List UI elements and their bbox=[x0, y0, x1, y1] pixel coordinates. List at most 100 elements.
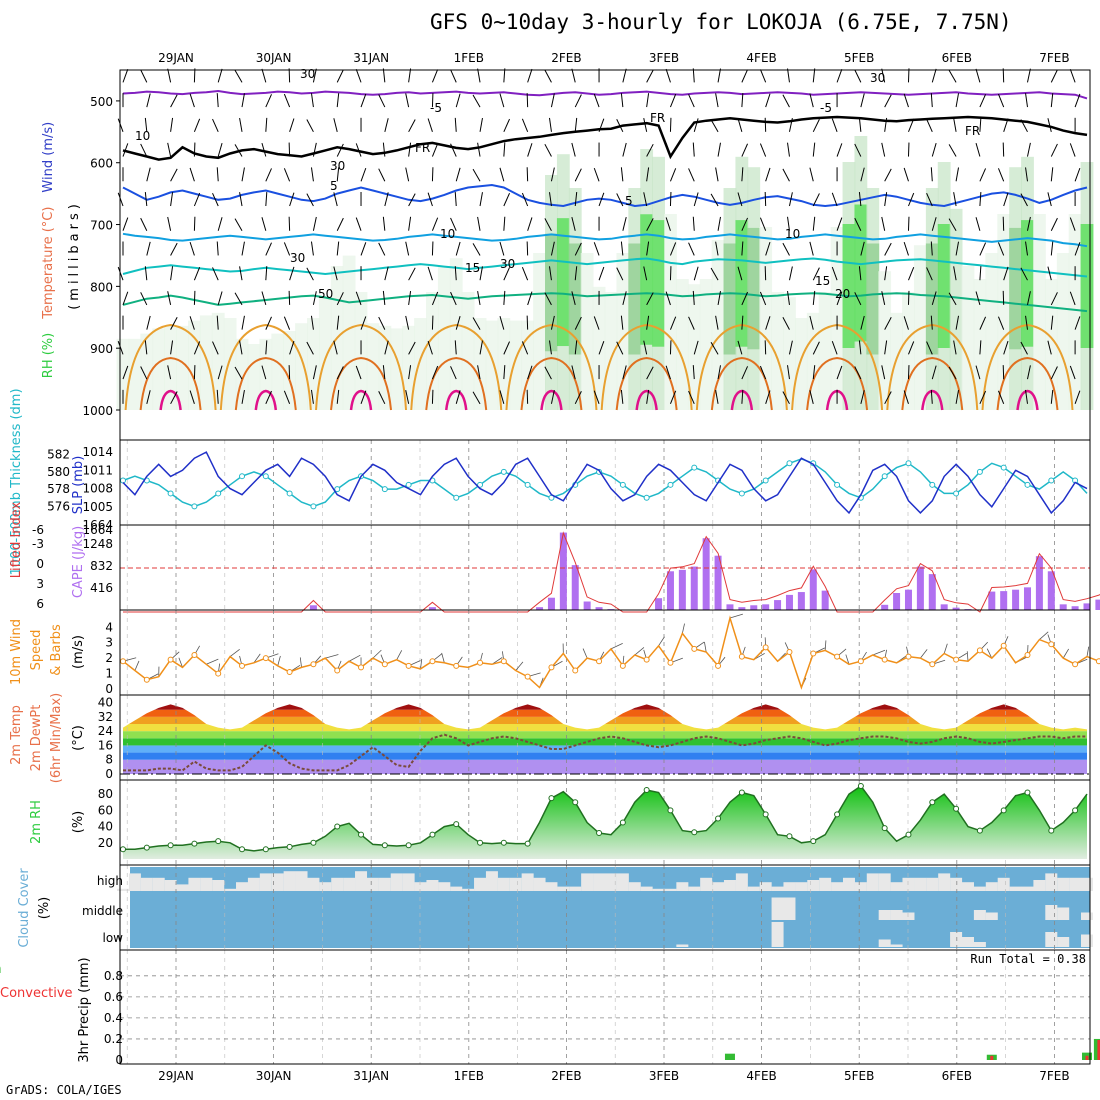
wind-barb bbox=[931, 68, 937, 83]
wind-barb bbox=[616, 193, 624, 207]
wind-barb bbox=[812, 290, 816, 305]
wind-barb bbox=[953, 266, 957, 281]
cloud-bar-middle bbox=[1045, 905, 1058, 920]
wind-barb bbox=[688, 94, 695, 108]
wind-barb bbox=[1074, 316, 1081, 330]
wind-barb bbox=[140, 366, 148, 380]
wind-barb bbox=[355, 365, 362, 380]
wind-barb bbox=[170, 168, 178, 182]
wind-barb bbox=[527, 291, 533, 306]
wind-barb bbox=[193, 118, 201, 133]
cloud-bar-low bbox=[961, 937, 974, 947]
wind-barb bbox=[812, 216, 816, 231]
wind-barb bbox=[455, 390, 461, 404]
wind-barb bbox=[140, 143, 148, 157]
rh-shade bbox=[497, 318, 511, 410]
wind10-speed-point bbox=[405, 662, 412, 669]
wind-barb bbox=[1047, 340, 1052, 355]
wind-barb bbox=[189, 241, 195, 256]
rh-shade-high bbox=[735, 220, 749, 347]
wind10-barb bbox=[178, 657, 183, 668]
cape-bar bbox=[583, 601, 591, 610]
wind10-speed-point bbox=[1048, 641, 1055, 648]
cloud-bar-high bbox=[390, 873, 403, 891]
contour-label: 20 bbox=[835, 287, 850, 301]
wind-barb bbox=[858, 117, 862, 132]
cloud-bar-low bbox=[878, 939, 891, 947]
thickness-line-point bbox=[262, 473, 269, 480]
isotherm-10 bbox=[122, 232, 1088, 248]
cape-bar bbox=[1023, 587, 1031, 610]
upper-left-labels: RH (%)Temperature (°C)Wind (m/s) bbox=[41, 122, 56, 378]
wind10-tick: 4 bbox=[105, 620, 113, 634]
temp-loop-35 bbox=[254, 389, 278, 411]
cloud-bar-high bbox=[152, 877, 165, 891]
thickness-line-point bbox=[524, 481, 531, 488]
lifted-tick: -3 bbox=[32, 537, 44, 551]
temp-loop-30 bbox=[234, 356, 297, 411]
thickness-line-point bbox=[191, 503, 198, 510]
rh-shade bbox=[616, 253, 630, 410]
wind-barb bbox=[527, 365, 533, 380]
thickness-line-point bbox=[167, 490, 174, 497]
wind-barb bbox=[665, 143, 671, 157]
cape-bar bbox=[809, 569, 817, 610]
wind10-speed-point bbox=[239, 662, 246, 669]
cape-bar bbox=[988, 591, 996, 610]
wind-barb bbox=[360, 93, 367, 108]
temp-tick: 8 bbox=[105, 753, 113, 767]
wind-barb bbox=[975, 68, 981, 83]
wind-barb bbox=[620, 167, 624, 182]
slp-tick-bottom: 1664 bbox=[82, 518, 113, 532]
wind-barb bbox=[283, 168, 291, 182]
temp-tick: 40 bbox=[98, 696, 113, 710]
wind-barb bbox=[454, 266, 457, 281]
wind-barb bbox=[1074, 242, 1081, 256]
rh-shade bbox=[271, 333, 285, 410]
wind10-speed-point bbox=[143, 676, 150, 683]
wind10-speed-point bbox=[167, 656, 174, 663]
cloud-bar-low bbox=[676, 944, 689, 947]
wind-barb bbox=[926, 118, 933, 133]
rh-shade bbox=[794, 318, 808, 410]
wind-barb bbox=[234, 69, 243, 83]
wind10-barb bbox=[681, 623, 685, 634]
cloud-bar-high bbox=[1081, 877, 1093, 891]
wind-barb bbox=[741, 167, 744, 182]
contour-label: 15 bbox=[815, 274, 830, 288]
wind10-barb bbox=[729, 613, 743, 619]
wind-barb bbox=[384, 266, 389, 281]
wind-barb bbox=[765, 93, 771, 108]
wind-barb bbox=[427, 340, 433, 355]
cloud-bar-high bbox=[188, 877, 201, 891]
wind-barb bbox=[593, 93, 600, 108]
cloud-bar-high bbox=[378, 877, 391, 891]
wind-barb bbox=[1050, 167, 1054, 182]
wind-barb bbox=[167, 142, 172, 157]
wind10-label-3: & Barbs bbox=[49, 624, 64, 676]
contour-label: 15 bbox=[465, 261, 480, 275]
wind-barb bbox=[1069, 217, 1076, 231]
wind-barb bbox=[454, 191, 457, 207]
cloud-bar-high bbox=[723, 880, 736, 891]
wind-barb bbox=[239, 340, 243, 355]
thickness-line-point bbox=[786, 460, 793, 467]
rh-tick: 40 bbox=[98, 820, 113, 834]
wind-barb bbox=[979, 340, 982, 355]
bottom-date-label: 4FEB bbox=[746, 1069, 776, 1083]
cloud-bar-high bbox=[902, 877, 915, 891]
cloud-bar-high bbox=[866, 873, 879, 891]
cloud-bar-high bbox=[1009, 886, 1022, 891]
wind-barb bbox=[646, 167, 650, 182]
wind10-barb bbox=[515, 661, 524, 671]
wind10-speed-point bbox=[1095, 658, 1100, 665]
thickness-line-point bbox=[953, 490, 960, 497]
rh-shade bbox=[973, 279, 987, 410]
cloud-bar-high bbox=[176, 884, 189, 891]
cape-tick: 1248 bbox=[82, 537, 113, 551]
wind-barb bbox=[884, 94, 892, 108]
temp-loop-25 bbox=[410, 323, 503, 411]
thickness-line-point bbox=[334, 486, 341, 493]
precip-total-label: Total / Rain bbox=[0, 962, 2, 977]
rh-shade bbox=[152, 328, 166, 410]
